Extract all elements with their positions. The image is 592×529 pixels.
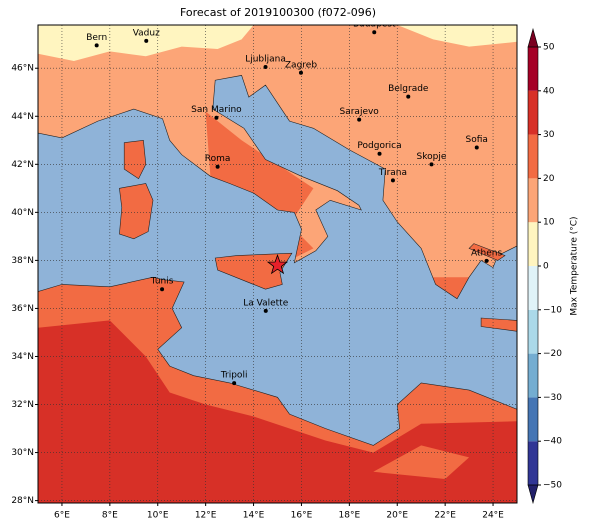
x-tick-label: 14°E <box>243 511 265 521</box>
city-dot <box>94 43 99 48</box>
city-dot <box>406 94 411 99</box>
x-tick-label: 12°E <box>195 511 217 521</box>
city-dot <box>484 258 489 263</box>
city-label: Roma <box>205 154 231 164</box>
island <box>123 139 147 180</box>
colorbar-swatch <box>528 178 538 223</box>
colorbar-tick-label: 30 <box>543 130 555 140</box>
city-dot <box>214 115 219 120</box>
colorbar-swatch <box>528 266 538 310</box>
city-dot <box>474 145 479 150</box>
city-dot <box>372 30 377 35</box>
warm-land <box>373 445 470 479</box>
city-label: Ljubljana <box>245 55 286 65</box>
colorbar-swatch <box>528 90 538 135</box>
y-tick-label: 44°N <box>11 112 34 122</box>
cool-land <box>397 25 517 47</box>
colorbar-extend <box>527 27 539 48</box>
colorbar-tick-label: −20 <box>543 349 562 359</box>
city-label: Vaduz <box>133 28 160 38</box>
city-label: Podgorica <box>357 141 401 151</box>
city-dot <box>263 308 268 313</box>
city-label: Budapest <box>353 20 396 30</box>
city-dot <box>160 287 165 292</box>
city-dot <box>232 381 237 386</box>
colorbar-swatch <box>528 47 538 91</box>
colorbar-extend <box>527 484 539 505</box>
city-label: La Valette <box>243 298 288 308</box>
x-tick-label: 10°E <box>147 511 169 521</box>
y-tick-label: 34°N <box>11 352 34 362</box>
city-label: Belgrade <box>388 84 429 94</box>
city-label: Sofia <box>466 135 488 145</box>
city-dot <box>429 162 434 167</box>
colorbar-tick-label: 20 <box>543 174 555 184</box>
colorbar-tick-label: 0 <box>543 262 549 272</box>
y-tick-label: 32°N <box>11 400 34 410</box>
y-tick-label: 30°N <box>11 448 34 458</box>
y-tick-label: 28°N <box>11 496 34 506</box>
colorbar-swatch <box>528 134 538 179</box>
city-label: Skopje <box>417 152 447 162</box>
colorbar-tick-label: 40 <box>543 86 555 96</box>
colorbar-tick-label: −30 <box>543 393 562 403</box>
city-label: Tripoli <box>220 371 248 381</box>
x-tick-label: 20°E <box>386 511 408 521</box>
island <box>119 183 154 240</box>
x-tick-label: 18°E <box>339 511 361 521</box>
x-tick-label: 22°E <box>434 511 456 521</box>
map-title: Forecast of 2019100300 (f072-096) <box>180 6 376 19</box>
colorbar-swatch <box>528 353 538 398</box>
city-label: Zagreb <box>285 60 317 70</box>
x-tick-label: 8°E <box>102 511 118 521</box>
y-tick-label: 42°N <box>11 160 34 170</box>
x-tick-label: 6°E <box>54 511 70 521</box>
y-tick-label: 36°N <box>11 304 34 314</box>
colorbar-swatch <box>528 222 538 266</box>
colorbar-tick-label: −10 <box>543 305 562 315</box>
colorbar-tick-label: 50 <box>543 43 555 53</box>
x-tick-label: 24°E <box>482 511 504 521</box>
colorbar-label: Max Temperature (°C) <box>570 216 580 315</box>
colorbar-swatch <box>528 441 538 485</box>
city-dot <box>377 151 382 156</box>
colorbar-tick-label: −50 <box>543 481 562 491</box>
star-marker <box>266 253 289 275</box>
city-label: Sarajevo <box>340 107 380 117</box>
city-label: Athens <box>471 248 502 258</box>
map-frame <box>37 24 518 504</box>
colorbar-tick-label: 10 <box>543 218 555 228</box>
city-dot <box>215 164 220 169</box>
colorbar-swatch <box>528 397 538 442</box>
x-tick-label: 16°E <box>291 511 313 521</box>
city-dot <box>390 178 395 183</box>
y-tick-label: 46°N <box>11 64 34 74</box>
city-label: Tunis <box>150 277 174 287</box>
city-dot <box>263 65 268 70</box>
y-tick-label: 40°N <box>11 208 34 218</box>
city-dot <box>357 117 362 122</box>
island <box>480 317 517 332</box>
cool-land <box>38 25 254 61</box>
city-label: Tirana <box>378 168 407 178</box>
colorbar-swatch <box>528 309 538 354</box>
city-dot <box>144 38 149 43</box>
colorbar-tick-label: −40 <box>543 437 562 447</box>
city-label: San Marino <box>191 105 242 115</box>
city-dot <box>298 70 303 75</box>
city-label: Bern <box>86 33 107 43</box>
y-tick-label: 38°N <box>11 256 34 266</box>
